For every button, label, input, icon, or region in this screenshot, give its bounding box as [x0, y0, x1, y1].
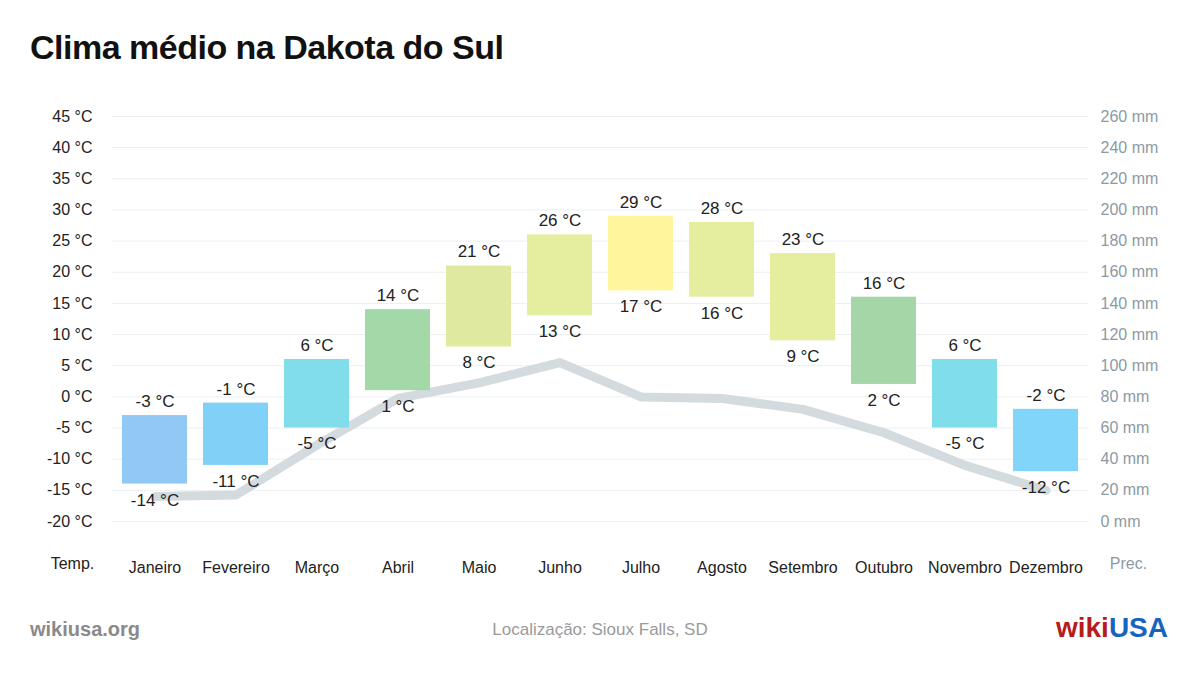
svg-text:-5 °C: -5 °C [56, 419, 93, 436]
svg-text:8 °C: 8 °C [462, 353, 495, 372]
svg-text:25 °C: 25 °C [52, 232, 92, 249]
svg-text:160 mm: 160 mm [1101, 263, 1159, 280]
svg-text:28 °C: 28 °C [701, 199, 744, 218]
svg-text:60 mm: 60 mm [1101, 419, 1150, 436]
svg-text:Junho: Junho [538, 559, 582, 576]
svg-text:-20 °C: -20 °C [47, 513, 93, 530]
svg-text:0 °C: 0 °C [61, 388, 92, 405]
svg-text:14 °C: 14 °C [377, 286, 420, 305]
svg-text:Abril: Abril [382, 559, 414, 576]
svg-text:9 °C: 9 °C [786, 347, 819, 366]
svg-text:23 °C: 23 °C [782, 230, 825, 249]
svg-text:5 °C: 5 °C [61, 357, 92, 374]
svg-text:-14 °C: -14 °C [131, 491, 179, 510]
svg-text:6 °C: 6 °C [300, 336, 333, 355]
svg-text:220 mm: 220 mm [1101, 170, 1159, 187]
svg-text:-1 °C: -1 °C [217, 380, 256, 399]
html-text:Clima médio na Dakota do Sul: Clima médio na Dakota do Sul [30, 28, 504, 66]
svg-text:2 °C: 2 °C [867, 391, 900, 410]
svg-text:Dezembro: Dezembro [1009, 559, 1083, 576]
svg-text:120 mm: 120 mm [1101, 326, 1159, 343]
svg-text:Março: Março [295, 559, 340, 576]
svg-text:45 °C: 45 °C [52, 108, 92, 125]
svg-text:-2 °C: -2 °C [1027, 386, 1066, 405]
svg-text:Setembro: Setembro [768, 559, 837, 576]
svg-text:-15 °C: -15 °C [47, 481, 93, 498]
svg-text:Prec.: Prec. [1110, 555, 1147, 572]
svg-text:80 mm: 80 mm [1101, 388, 1150, 405]
svg-text:-10 °C: -10 °C [47, 450, 93, 467]
svg-text:16 °C: 16 °C [863, 274, 906, 293]
svg-text:240 mm: 240 mm [1101, 139, 1159, 156]
svg-text:40 °C: 40 °C [52, 139, 92, 156]
svg-text:-12 °C: -12 °C [1022, 478, 1070, 497]
svg-text:17 °C: 17 °C [620, 297, 663, 316]
svg-text:1 °C: 1 °C [381, 397, 414, 416]
svg-text:-5 °C: -5 °C [298, 434, 337, 453]
svg-text:20 mm: 20 mm [1101, 481, 1150, 498]
svg-text:30 °C: 30 °C [52, 201, 92, 218]
svg-text:-5 °C: -5 °C [946, 434, 985, 453]
svg-text:200 mm: 200 mm [1101, 201, 1159, 218]
svg-text:Julho: Julho [622, 559, 660, 576]
svg-text:20 °C: 20 °C [52, 263, 92, 280]
html-text:wiki USA: wiki USA [1056, 612, 1168, 643]
svg-text:35 °C: 35 °C [52, 170, 92, 187]
svg-text:21 °C: 21 °C [458, 242, 501, 261]
svg-text:260 mm: 260 mm [1101, 108, 1159, 125]
svg-text:Agosto: Agosto [697, 559, 747, 576]
svg-text:Novembro: Novembro [928, 559, 1002, 576]
svg-text:-3 °C: -3 °C [136, 392, 175, 411]
svg-text:26 °C: 26 °C [539, 211, 582, 230]
svg-text:15 °C: 15 °C [52, 295, 92, 312]
svg-text:16 °C: 16 °C [701, 304, 744, 323]
svg-text:Temp.: Temp. [51, 555, 95, 572]
svg-text:0 mm: 0 mm [1101, 513, 1141, 530]
html-text:wikiusa.org: wikiusa.org [30, 618, 140, 640]
html-text:Localização: Sioux Falls, SD: Localização: Sioux Falls, SD [492, 620, 708, 639]
svg-text:Outubro: Outubro [855, 559, 913, 576]
svg-text:Janeiro: Janeiro [129, 559, 182, 576]
svg-text:6 °C: 6 °C [948, 336, 981, 355]
svg-text:Fevereiro: Fevereiro [202, 559, 270, 576]
svg-text:29 °C: 29 °C [620, 193, 663, 212]
svg-text:100 mm: 100 mm [1101, 357, 1159, 374]
svg-text:40 mm: 40 mm [1101, 450, 1150, 467]
svg-text:10 °C: 10 °C [52, 326, 92, 343]
svg-text:Maio: Maio [462, 559, 497, 576]
svg-text:13 °C: 13 °C [539, 322, 582, 341]
svg-text:140 mm: 140 mm [1101, 295, 1159, 312]
svg-text:180 mm: 180 mm [1101, 232, 1159, 249]
svg-text:-11 °C: -11 °C [212, 472, 259, 491]
